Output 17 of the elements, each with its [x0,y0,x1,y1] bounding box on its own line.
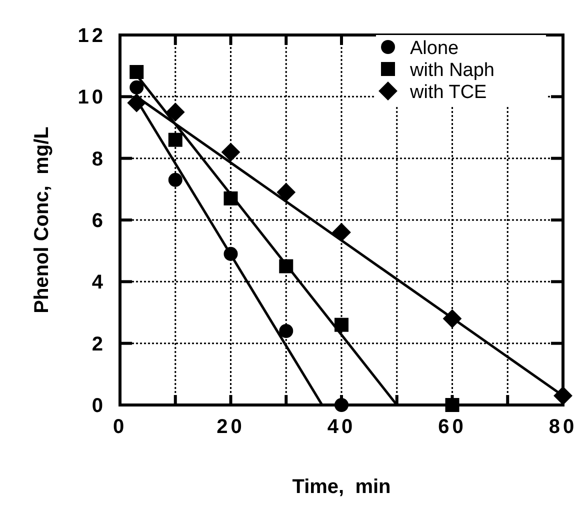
x-tick-label: 60 [438,416,466,438]
y-tick-label: 6 [92,210,106,232]
legend-label: with TCE [409,82,487,103]
x-tick-label: 40 [327,416,356,438]
y-tick-label: 2 [92,333,106,356]
legend-label: with Naph [409,60,494,81]
y-tick-label: 10 [78,86,106,109]
x-tick-label: 80 [548,416,578,438]
x-tick-label: 20 [216,416,245,438]
y-tick-label: 12 [78,25,106,47]
y-tick-label: 4 [92,272,106,294]
x-tick-label: 0 [112,416,128,438]
y-axis-title: Phenol Conc, mg/L [31,126,53,314]
x-axis-title: Time, min [292,476,391,498]
y-tick-label: 0 [92,395,106,417]
y-tick-label: 8 [92,148,106,170]
legend-label: Alone [410,38,459,59]
